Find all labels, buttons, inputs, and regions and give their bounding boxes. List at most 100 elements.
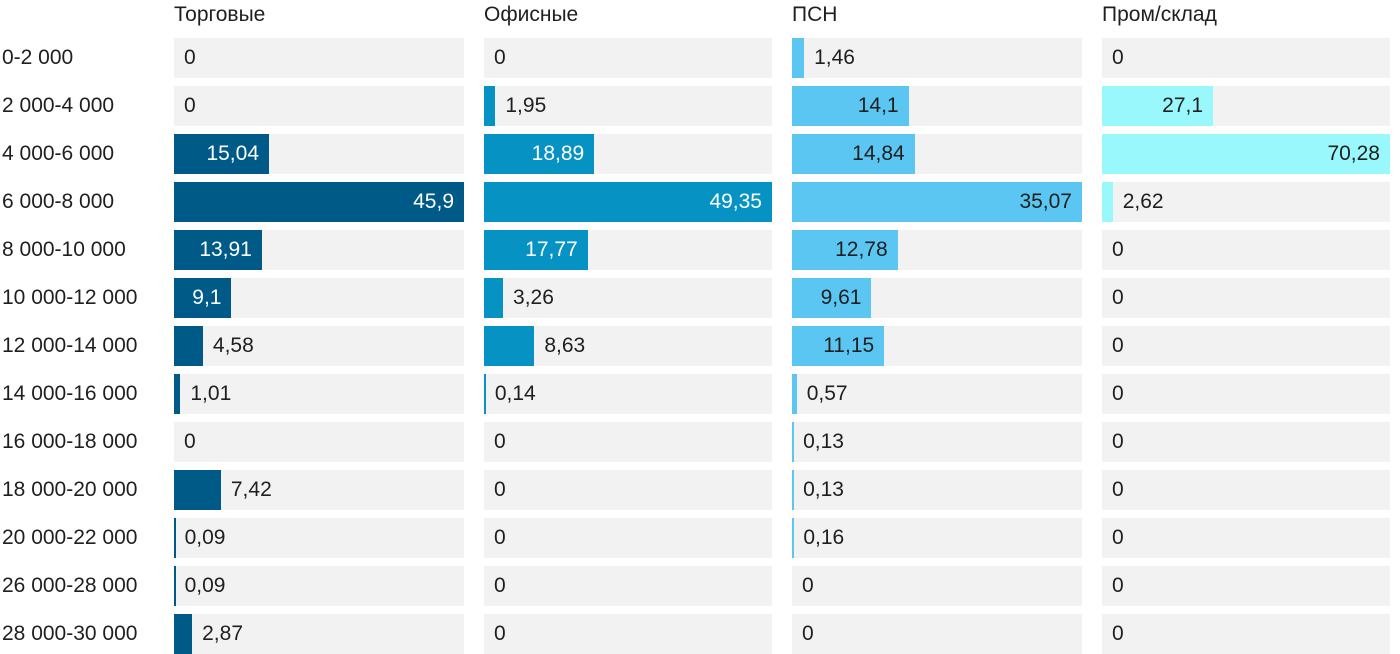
data-label: 0 xyxy=(1112,382,1124,405)
bar xyxy=(174,470,221,510)
data-label: 0 xyxy=(1112,334,1124,357)
bar-track: 35,07 xyxy=(792,182,1082,222)
bar-track: 49,35 xyxy=(484,182,772,222)
data-label: 0,57 xyxy=(806,382,848,405)
row-label: 14 000-16 000 xyxy=(2,382,138,405)
bar-track: 0 xyxy=(484,566,772,606)
bar-track: 0 xyxy=(1102,518,1390,558)
data-label: 14,84 xyxy=(852,142,905,165)
bar-track: 0 xyxy=(1102,374,1390,414)
data-label: 0 xyxy=(1112,286,1124,309)
bar xyxy=(792,134,915,174)
bar-track: 70,28 xyxy=(1102,134,1390,174)
bar xyxy=(792,470,794,510)
bar-track: 1,46 xyxy=(792,38,1082,78)
bar-track: 0 xyxy=(1102,422,1390,462)
bar xyxy=(792,278,872,318)
bar-track: 0,13 xyxy=(792,470,1082,510)
row-label: 8 000-10 000 xyxy=(2,238,126,261)
data-label: 0 xyxy=(494,430,506,453)
row-label: 6 000-8 000 xyxy=(2,190,115,213)
data-label: 12,78 xyxy=(835,238,888,261)
bar xyxy=(1102,182,1113,222)
bar xyxy=(174,326,203,366)
data-label: 0 xyxy=(1112,430,1124,453)
data-label: 1,01 xyxy=(190,382,232,405)
bar-track: 14,1 xyxy=(792,86,1082,126)
bar-track: 0 xyxy=(174,38,464,78)
data-label: 70,28 xyxy=(1327,142,1380,165)
bar xyxy=(792,230,898,270)
data-label: 1,46 xyxy=(814,46,855,69)
bar xyxy=(174,278,232,318)
series-title: Торговые xyxy=(174,3,266,26)
bar-track: 0 xyxy=(484,38,772,78)
bar-track: 2,62 xyxy=(1102,182,1390,222)
data-label: 0 xyxy=(1112,526,1124,549)
bar xyxy=(484,230,588,270)
row-label: 20 000-22 000 xyxy=(2,526,138,549)
data-label: 0 xyxy=(802,574,814,597)
row-label: 12 000-14 000 xyxy=(2,334,138,357)
bar xyxy=(484,374,486,414)
bar xyxy=(174,518,176,558)
row-label: 16 000-18 000 xyxy=(2,430,138,453)
data-label: 0 xyxy=(184,94,196,117)
bar xyxy=(792,422,794,462)
bar-track: 0 xyxy=(1102,326,1390,366)
row-label: 2 000-4 000 xyxy=(2,94,115,117)
data-label: 27,1 xyxy=(1162,94,1204,117)
bar-track: 9,61 xyxy=(792,278,1082,318)
bar-track: 3,26 xyxy=(484,278,772,318)
row-label: 18 000-20 000 xyxy=(2,478,138,501)
data-label: 0,14 xyxy=(494,382,536,405)
bar xyxy=(792,326,885,366)
bar-track: 7,42 xyxy=(174,470,464,510)
bar-track: 0 xyxy=(174,422,464,462)
data-label: 0 xyxy=(494,46,506,69)
bar-track: 15,04 xyxy=(174,134,464,174)
bar xyxy=(792,86,909,126)
bar-track: 0,09 xyxy=(174,566,464,606)
data-label: 14,1 xyxy=(857,94,899,117)
bar-track: 2,87 xyxy=(174,614,464,654)
data-label: 18,89 xyxy=(531,142,585,165)
bar-track: 0 xyxy=(484,518,772,558)
row-label: 0-2 000 xyxy=(2,46,74,69)
bar-track: 1,95 xyxy=(484,86,772,126)
bar-track: 45,9 xyxy=(174,182,464,222)
data-label: 8,63 xyxy=(544,334,586,357)
data-label: 0,13 xyxy=(803,478,844,501)
data-label: 13,91 xyxy=(199,238,252,261)
data-label: 0 xyxy=(1112,574,1124,597)
bar-track: 0 xyxy=(1102,278,1390,318)
bar-track: 0,16 xyxy=(792,518,1082,558)
data-label: 9,1 xyxy=(192,286,222,309)
bar xyxy=(484,326,535,366)
bar xyxy=(484,278,504,318)
bar xyxy=(174,374,181,414)
bar-track: 0 xyxy=(792,566,1082,606)
bar-track: 0,57 xyxy=(792,374,1082,414)
row-label: 26 000-28 000 xyxy=(2,574,138,597)
data-label: 2,87 xyxy=(202,622,243,645)
data-label: 7,42 xyxy=(230,478,272,501)
bar xyxy=(484,134,595,174)
series-title: ПСН xyxy=(792,3,838,26)
data-label: 0,09 xyxy=(184,574,226,597)
bar-track: 0,14 xyxy=(484,374,772,414)
data-label: 49,35 xyxy=(709,190,762,213)
bar xyxy=(1102,134,1390,174)
data-label: 0 xyxy=(184,46,196,69)
bar-track: 1,01 xyxy=(174,374,464,414)
data-label: 2,62 xyxy=(1122,190,1164,213)
bar-track: 9,1 xyxy=(174,278,464,318)
data-label: 0 xyxy=(494,478,506,501)
bar-track: 0 xyxy=(174,86,464,126)
bar xyxy=(174,566,176,606)
bar xyxy=(792,182,1082,222)
bar-track: 12,78 xyxy=(792,230,1082,270)
data-label: 15,04 xyxy=(206,142,260,165)
bar xyxy=(792,38,805,78)
bar-track: 0 xyxy=(484,470,772,510)
